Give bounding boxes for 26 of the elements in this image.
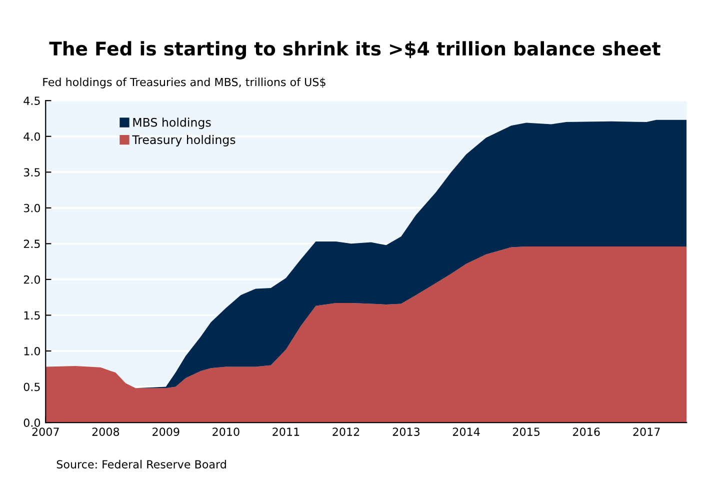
y-tick-label: 4.5 — [24, 96, 40, 105]
x-tick-label: 2009 — [152, 428, 180, 436]
y-tick-label: 0.0 — [24, 418, 40, 427]
x-tick-label: 2016 — [573, 428, 600, 436]
source-note: Source: Federal Reserve Board — [56, 460, 226, 468]
legend-label: MBS holdings — [133, 118, 211, 130]
x-tick-label: 2011 — [272, 428, 300, 436]
y-tick-label: 3.0 — [24, 204, 40, 212]
x-tick-label: 2014 — [452, 428, 480, 436]
y-tick-label: 3.5 — [24, 168, 40, 177]
legend-label: Treasury holdings — [132, 134, 236, 146]
y-tick-label: 1.0 — [24, 346, 40, 356]
y-tick-label: 2.0 — [24, 275, 40, 284]
chart-title: The Fed is starting to shrink its >$4 trillion balance sheet — [49, 41, 660, 60]
y-tick-label: 1.5 — [24, 311, 40, 320]
x-tick-label: 2010 — [212, 428, 240, 436]
x-tick-label: 2017 — [633, 428, 660, 436]
chart-subtitle: Fed holdings of Treasuries and MBS, trillions of US$ — [43, 78, 326, 88]
y-tick-label: 2.5 — [24, 240, 40, 248]
x-tick-label: 2012 — [332, 428, 360, 436]
x-tick-label: 2007 — [32, 428, 59, 436]
x-tick-label: 2015 — [513, 428, 540, 436]
x-tick-label: 2008 — [92, 428, 120, 436]
x-tick-label: 2013 — [392, 428, 420, 436]
y-tick-label: 0.5 — [24, 382, 40, 392]
y-tick-label: 4.0 — [24, 132, 40, 141]
